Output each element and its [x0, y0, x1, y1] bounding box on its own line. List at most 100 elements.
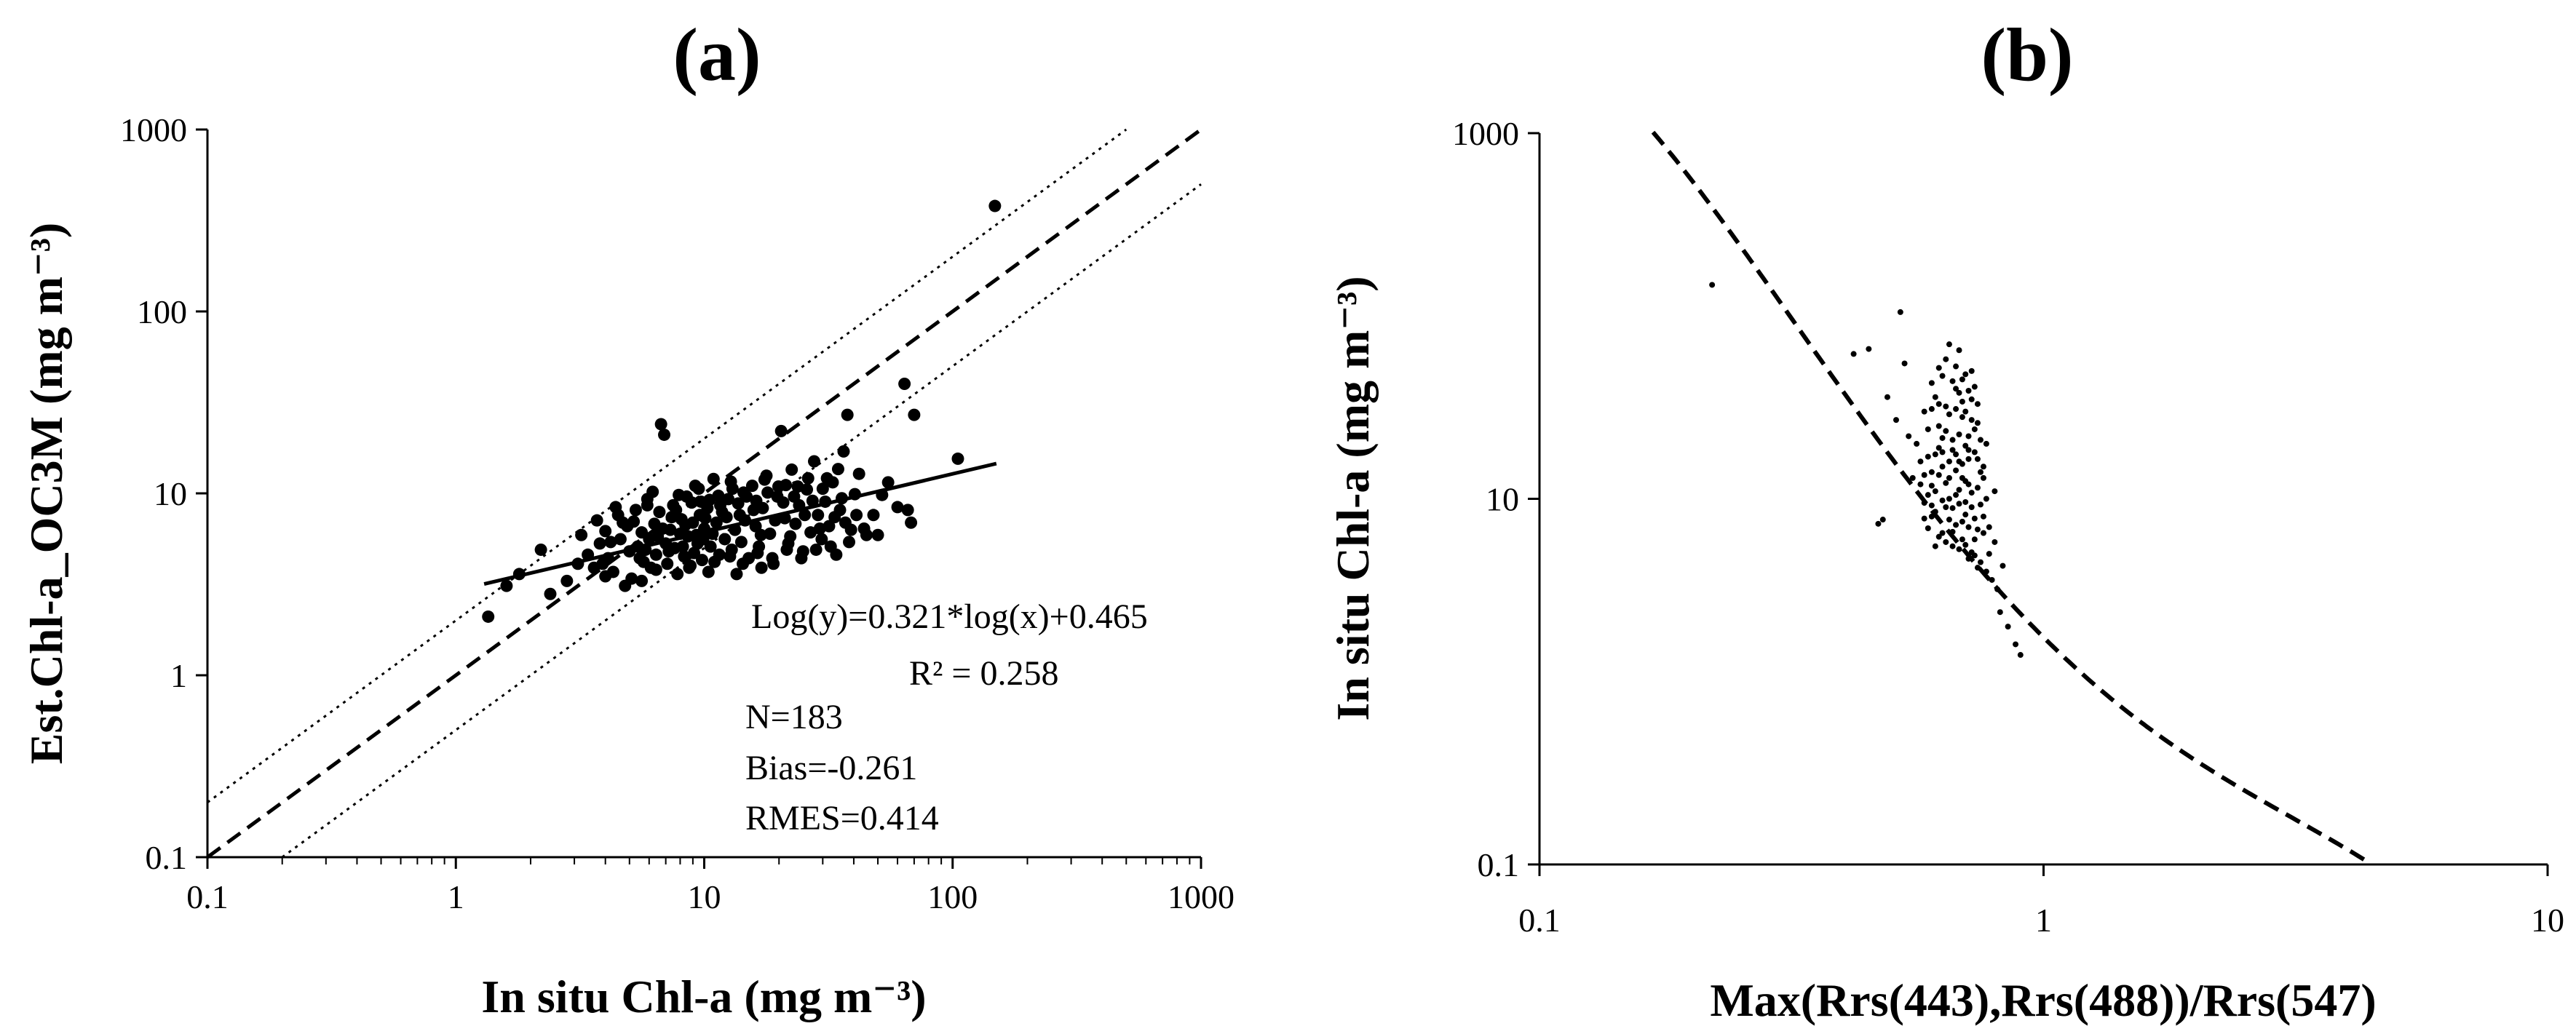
data-point	[1928, 406, 1935, 413]
data-point	[646, 485, 659, 498]
data-point	[1965, 481, 1972, 488]
data-point	[1939, 464, 1946, 470]
panel-b-y-axis-title: In situ Chl-a (mg m⁻³)	[1327, 276, 1379, 720]
data-point	[1974, 485, 1981, 491]
data-point	[1959, 398, 1965, 405]
data-point	[2017, 652, 2024, 659]
data-point	[751, 546, 764, 560]
data-point	[1935, 445, 1942, 451]
data-point	[609, 501, 622, 514]
data-point	[1962, 371, 1969, 378]
data-point	[1943, 480, 1949, 486]
data-point	[1953, 406, 1959, 413]
data-point	[1932, 394, 1938, 400]
data-point	[1974, 565, 1981, 571]
data-point	[1935, 365, 1942, 371]
panel-a-x-tick-label: 100	[927, 878, 978, 915]
data-point	[2013, 641, 2019, 648]
data-point	[1962, 408, 1969, 415]
data-point	[1953, 386, 1959, 392]
data-point	[812, 509, 825, 522]
data-point	[764, 527, 777, 540]
data-point	[614, 533, 627, 546]
data-point	[1932, 543, 1938, 549]
data-point	[692, 482, 705, 496]
data-point	[1935, 423, 1942, 429]
data-point	[988, 199, 1002, 212]
data-point	[699, 512, 712, 525]
data-point	[1977, 559, 1983, 565]
data-point	[1943, 356, 1949, 362]
data-point	[1914, 440, 1920, 447]
data-point	[1965, 447, 1972, 453]
data-point	[1953, 451, 1959, 458]
data-point	[836, 492, 849, 505]
data-point	[804, 526, 817, 539]
data-point	[1946, 411, 1952, 418]
data-point	[641, 498, 654, 512]
data-point	[544, 587, 557, 600]
data-point	[820, 472, 833, 485]
data-point	[1949, 378, 1956, 384]
data-point	[2005, 624, 2011, 630]
data-point	[1965, 433, 1972, 440]
data-point	[1921, 500, 1927, 506]
data-point	[857, 522, 871, 535]
data-point	[1980, 530, 1986, 536]
data-point	[1946, 517, 1952, 523]
data-point	[633, 552, 646, 565]
data-point	[745, 480, 758, 493]
data-point	[789, 517, 802, 530]
data-point	[843, 536, 856, 549]
data-point	[828, 511, 841, 524]
data-point	[1928, 469, 1935, 475]
panel-b-x-tick-label: 0.1	[1518, 902, 1561, 939]
data-point	[1953, 363, 1959, 370]
data-point	[1965, 387, 1972, 394]
data-point	[649, 563, 662, 576]
data-point	[1977, 469, 1983, 475]
data-point	[1989, 576, 1995, 583]
data-point	[876, 488, 889, 501]
data-point	[750, 494, 763, 507]
data-point	[1925, 453, 1931, 460]
data-point	[1953, 467, 1959, 474]
data-point	[713, 498, 726, 512]
data-point	[710, 516, 723, 529]
panel-a-ticks: 0.1 1 10 100 1000 0.1 1 10 100 1000	[120, 111, 1235, 915]
data-point	[815, 533, 828, 546]
data-point	[1709, 282, 1716, 288]
data-point	[809, 543, 823, 556]
panel-b-chart: (b) 0.1 1 10 0.1 10 1000 Max(Rrs(443),Rrs(488…	[1327, 13, 2564, 1026]
data-point	[627, 515, 641, 528]
panel-a-points	[482, 199, 1002, 623]
data-point	[1986, 524, 1992, 530]
panel-a-reference-lines	[206, 127, 1202, 859]
data-point	[500, 579, 513, 592]
data-point	[1968, 490, 1975, 496]
data-point	[1962, 498, 1969, 505]
data-point	[653, 506, 666, 519]
data-point	[784, 530, 797, 543]
data-point	[1965, 555, 1972, 562]
data-point	[1971, 536, 1978, 543]
data-point	[1866, 346, 1872, 352]
data-point	[1879, 517, 1886, 523]
data-point	[1956, 432, 1962, 438]
data-point	[707, 472, 720, 485]
data-point	[831, 463, 844, 476]
sample-count: N=183	[745, 698, 843, 736]
data-point	[1971, 515, 1978, 522]
data-point	[1959, 474, 1965, 481]
data-point	[798, 509, 812, 522]
data-point	[685, 496, 698, 509]
data-point	[1977, 437, 1983, 443]
data-point	[734, 536, 748, 549]
data-point	[1992, 538, 1998, 545]
data-point	[649, 548, 662, 561]
data-point	[724, 550, 737, 563]
data-point	[737, 557, 750, 570]
data-point	[703, 493, 716, 506]
data-point	[724, 475, 737, 488]
